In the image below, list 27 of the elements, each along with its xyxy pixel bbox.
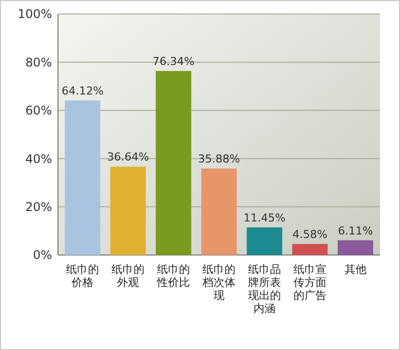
x-tick-label: 其他 [344, 263, 366, 276]
y-tick-label: 0% [32, 248, 52, 262]
x-tick-label: 纸巾宣传方面的广告 [293, 263, 326, 302]
x-tick-label: 纸巾的性价比 [156, 263, 190, 289]
x-tick-label: 纸巾的外观 [112, 263, 145, 289]
y-tick-label: 100% [18, 7, 52, 22]
y-tick-label: 40% [25, 152, 52, 166]
bar [201, 168, 237, 255]
data-label: 11.45% [244, 211, 286, 224]
data-label: 36.64% [107, 150, 150, 164]
y-tick-label: 20% [25, 200, 52, 214]
bar [110, 166, 146, 255]
bar [156, 71, 192, 255]
bar [64, 100, 100, 255]
bar [292, 244, 328, 255]
x-tick-label: 纸巾的档次体现 [202, 263, 236, 302]
data-label: 64.12% [62, 84, 104, 98]
bar [246, 227, 282, 255]
y-tick-label: 80% [25, 55, 52, 70]
data-label: 6.11% [338, 224, 373, 238]
bar [338, 240, 374, 255]
data-label: 35.88% [198, 152, 240, 166]
y-tick-label: 60% [25, 104, 52, 118]
data-label: 76.34% [152, 55, 194, 68]
x-tick-label: 纸巾品牌所表现出的内涵 [248, 263, 281, 315]
x-tick-label: 纸巾的价格 [66, 263, 100, 289]
data-label: 4.58% [292, 228, 328, 241]
